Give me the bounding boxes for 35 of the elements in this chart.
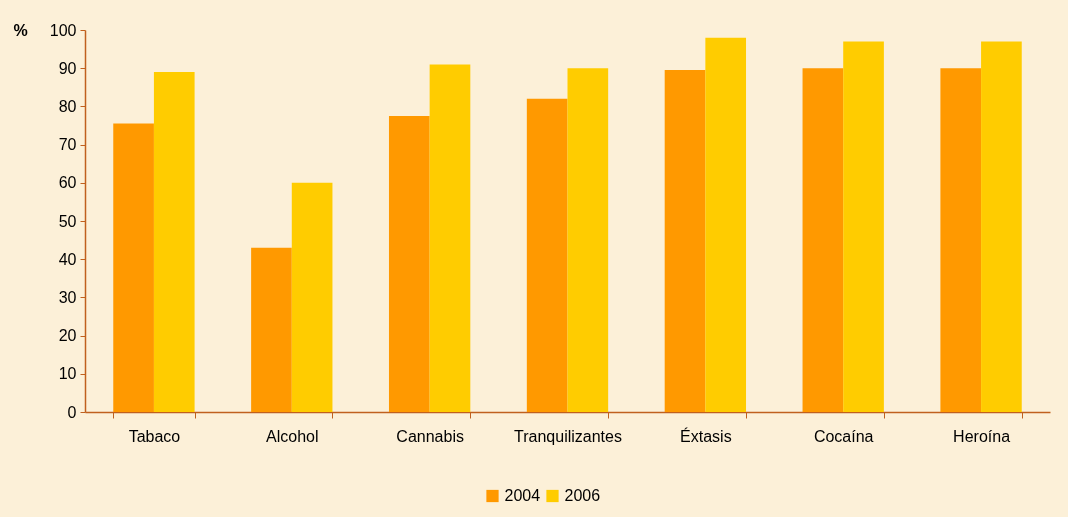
legend-label: 2004 [504, 487, 541, 504]
y-tick-label: 10 [58, 365, 77, 383]
bar [981, 41, 1022, 412]
y-axis-title: % [13, 21, 28, 39]
bar [291, 182, 333, 412]
bar [567, 68, 609, 412]
bar [802, 68, 844, 412]
x-tick-label: Tranquilizantes [514, 427, 622, 445]
bar [388, 115, 430, 412]
x-tick-label: Alcohol [266, 427, 319, 445]
x-tick-label: Heroína [953, 427, 1011, 445]
legend-label: 2006 [564, 487, 601, 504]
bar [113, 123, 154, 412]
x-tick-label: Tabaco [128, 427, 181, 445]
y-tick-label: 80 [58, 97, 77, 115]
y-tick-label: 100 [49, 21, 77, 39]
y-tick-label: 50 [58, 212, 77, 230]
y-tick-label: 0 [67, 403, 77, 421]
y-tick-label: 60 [58, 174, 77, 192]
x-tick-label: Cannabis [396, 427, 464, 445]
y-tick-label: 40 [58, 250, 77, 268]
bar [843, 41, 884, 412]
x-tick-label: Cocaína [813, 427, 874, 445]
y-tick-label: 30 [58, 288, 77, 306]
y-tick-label: 90 [58, 59, 77, 77]
y-tick-label: 20 [58, 327, 77, 345]
bar [153, 72, 195, 412]
x-tick-label: Éxtasis [680, 426, 732, 445]
bar [940, 68, 982, 412]
bar [664, 70, 706, 412]
bar [526, 98, 568, 412]
bar [705, 37, 747, 412]
bar [251, 247, 292, 412]
y-tick-label: 70 [58, 136, 77, 154]
bar [429, 64, 471, 412]
